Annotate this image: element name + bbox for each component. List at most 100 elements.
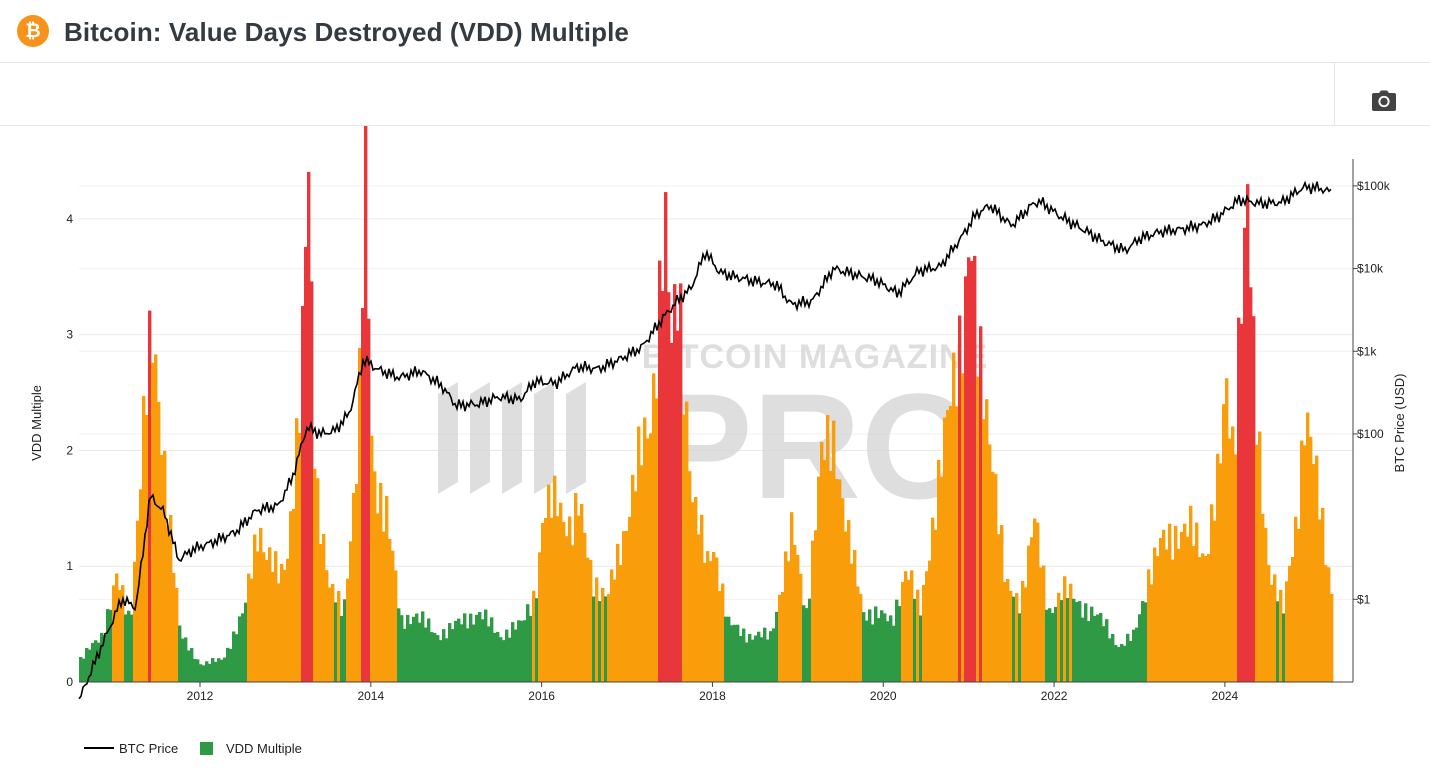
- vdd-bar: [1219, 463, 1223, 682]
- left-tick-label: 4: [66, 212, 73, 226]
- vdd-bar: [1309, 436, 1313, 682]
- legend-price-label[interactable]: BTC Price: [119, 741, 178, 756]
- vdd-bar: [523, 620, 527, 682]
- vdd-bar: [568, 516, 572, 682]
- vdd-bar: [562, 521, 566, 682]
- vdd-bar: [760, 637, 764, 682]
- vdd-bar: [283, 569, 287, 682]
- vdd-bar: [244, 602, 248, 682]
- watermark-stripe: [438, 382, 458, 494]
- vdd-bar: [1306, 412, 1310, 682]
- vdd-bar: [1201, 553, 1205, 682]
- vdd-bar: [1099, 613, 1103, 682]
- watermark-stripes-icon: [438, 382, 586, 494]
- vdd-bar: [559, 502, 563, 682]
- vdd-bar: [346, 578, 350, 682]
- legend-vdd-label[interactable]: VDD Multiple: [226, 741, 302, 756]
- vdd-bar: [160, 455, 164, 682]
- right-tick-label: $1: [1357, 592, 1371, 606]
- vdd-bar: [1036, 522, 1040, 682]
- vdd-bar: [730, 625, 734, 682]
- right-tick-label: $1k: [1357, 344, 1377, 358]
- vdd-bar: [895, 599, 899, 682]
- vdd-bar: [400, 615, 404, 682]
- vdd-bar: [127, 610, 131, 682]
- vdd-bar: [913, 598, 917, 682]
- right-axis-ticks: $1 $100 $1k $10k $100k: [1353, 179, 1391, 606]
- vdd-bar: [979, 326, 983, 682]
- watermark-stripe: [534, 382, 554, 494]
- vdd-bar: [331, 584, 335, 682]
- vdd-bar: [118, 590, 122, 682]
- vdd-bar: [1033, 518, 1037, 682]
- vdd-bar: [1051, 612, 1055, 682]
- vdd-bar: [85, 647, 89, 682]
- x-tick-label: 2016: [528, 689, 555, 703]
- vdd-bar: [376, 513, 380, 682]
- vdd-bar: [520, 620, 524, 682]
- vdd-bar: [577, 515, 581, 682]
- vdd-bar: [931, 517, 935, 682]
- vdd-bar: [1222, 404, 1226, 682]
- vdd-bar: [106, 609, 110, 682]
- vdd-bar: [1216, 453, 1220, 682]
- vdd-bar: [1075, 602, 1079, 682]
- vdd-bar: [325, 570, 329, 682]
- vdd-bar: [991, 471, 995, 682]
- vdd-bar: [805, 608, 809, 682]
- vdd-bar: [1090, 606, 1094, 682]
- vdd-bar: [316, 478, 320, 682]
- vdd-bar: [844, 531, 848, 682]
- vdd-bar: [1243, 227, 1247, 682]
- vdd-bar: [457, 618, 461, 682]
- vdd-bar: [1114, 645, 1118, 682]
- vdd-bar: [964, 276, 968, 682]
- legend: BTC Price VDD Multiple: [84, 741, 302, 756]
- vdd-bar: [1102, 626, 1106, 682]
- vdd-bar: [490, 617, 494, 682]
- vdd-bar: [1138, 614, 1142, 682]
- vdd-bar: [847, 520, 851, 682]
- vdd-bar: [271, 571, 275, 682]
- vdd-bar: [1294, 516, 1298, 682]
- vdd-bar: [637, 426, 641, 682]
- vdd-bar: [601, 587, 605, 682]
- vdd-bar: [1282, 613, 1286, 682]
- vdd-bar: [259, 527, 263, 682]
- vdd-bar: [148, 310, 152, 682]
- vdd-bar: [565, 536, 569, 682]
- vdd-bar: [712, 551, 716, 682]
- vdd-bar: [1255, 444, 1259, 682]
- vdd-bar: [226, 647, 230, 682]
- vdd-bar: [697, 534, 701, 682]
- vdd-bar: [817, 476, 821, 682]
- vdd-bar: [814, 530, 818, 682]
- vdd-bar: [121, 585, 125, 682]
- vdd-bar: [856, 586, 860, 682]
- vdd-bar: [1183, 523, 1187, 682]
- vdd-bar: [292, 508, 296, 682]
- vdd-bar: [517, 620, 521, 682]
- vdd-bar: [1024, 587, 1028, 682]
- vdd-bar: [532, 590, 536, 682]
- vdd-bar: [472, 624, 476, 682]
- vdd-bar: [781, 591, 785, 682]
- vdd-bar: [394, 570, 398, 682]
- vdd-bar: [940, 476, 944, 682]
- vdd-bar: [1108, 638, 1112, 682]
- vdd-bar: [1240, 323, 1244, 682]
- chart-toolbar: [0, 63, 1430, 126]
- vdd-bar: [508, 637, 512, 682]
- vdd-bar: [961, 373, 965, 682]
- vdd-bar: [1141, 601, 1145, 682]
- vdd-bar: [1213, 520, 1217, 682]
- vdd-bar: [1234, 454, 1238, 682]
- vdd-bar: [424, 627, 428, 682]
- camera-icon[interactable]: [1371, 90, 1397, 112]
- vdd-bar: [397, 608, 401, 682]
- vdd-bar: [1180, 531, 1184, 682]
- vdd-bar: [832, 420, 836, 682]
- vdd-bar: [304, 246, 308, 682]
- vdd-bar: [250, 578, 254, 682]
- vdd-bar: [643, 417, 647, 682]
